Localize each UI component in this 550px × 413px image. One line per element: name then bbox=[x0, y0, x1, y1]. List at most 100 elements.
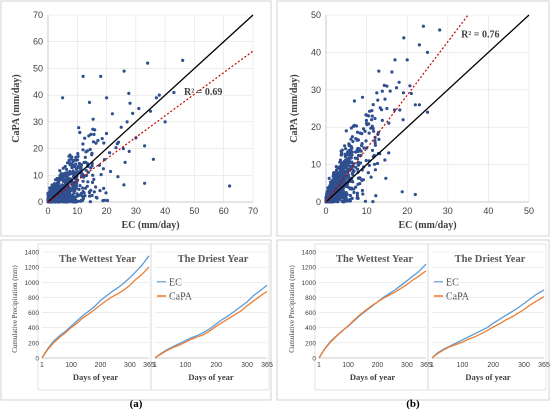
y-tick-label: 200 bbox=[305, 340, 316, 347]
x-tick-label: 0 bbox=[45, 206, 50, 216]
series-line-capa bbox=[318, 270, 427, 359]
data-point bbox=[123, 160, 127, 164]
y-axis-title: Cumulative Precipitation (mm) bbox=[288, 265, 296, 353]
data-point bbox=[350, 135, 354, 139]
data-point bbox=[74, 171, 78, 175]
y-tick-label: 10 bbox=[33, 170, 43, 180]
data-point bbox=[88, 194, 92, 198]
x-tick-label: 200 bbox=[210, 362, 222, 369]
panel-a-label: (a) bbox=[130, 398, 143, 410]
data-point bbox=[340, 148, 344, 152]
data-point bbox=[72, 186, 76, 190]
x-tick-label: 1 bbox=[40, 362, 44, 369]
data-point bbox=[66, 176, 70, 180]
x-tick-label: 300 bbox=[241, 362, 253, 369]
data-point bbox=[362, 146, 366, 150]
data-point bbox=[352, 190, 356, 195]
data-point bbox=[360, 188, 364, 193]
data-point bbox=[87, 190, 91, 194]
data-point bbox=[374, 194, 378, 198]
data-point bbox=[87, 134, 91, 138]
data-point bbox=[365, 113, 369, 117]
data-point bbox=[94, 185, 98, 189]
data-point bbox=[72, 198, 76, 203]
data-point bbox=[108, 151, 112, 155]
data-point bbox=[48, 193, 52, 197]
data-point bbox=[92, 132, 96, 136]
y-tick-label: 400 bbox=[305, 325, 316, 332]
data-point bbox=[100, 137, 104, 141]
x-tick-label: 100 bbox=[342, 362, 354, 369]
data-point bbox=[335, 179, 339, 183]
data-point bbox=[119, 125, 123, 129]
data-point bbox=[79, 198, 83, 202]
data-point bbox=[65, 167, 69, 171]
data-point bbox=[346, 168, 350, 172]
x-tick-label: 20 bbox=[102, 206, 112, 216]
data-point bbox=[402, 36, 406, 40]
data-point bbox=[53, 182, 57, 186]
panel-b-label: (b) bbox=[406, 398, 420, 410]
data-point bbox=[51, 199, 55, 203]
data-point bbox=[81, 74, 85, 78]
data-point bbox=[75, 199, 79, 204]
x-tick-label: 40 bbox=[160, 206, 170, 216]
x-tick-label: 300 bbox=[518, 362, 530, 369]
legend-label-ec: EC bbox=[446, 278, 459, 289]
data-point bbox=[96, 138, 100, 143]
y-tick-label: 60 bbox=[33, 37, 43, 47]
data-point bbox=[364, 121, 369, 126]
data-point bbox=[380, 89, 384, 93]
data-point bbox=[74, 195, 78, 199]
data-point bbox=[373, 141, 377, 145]
data-point bbox=[90, 193, 94, 198]
series-line-ec bbox=[41, 255, 150, 359]
data-point bbox=[332, 171, 336, 175]
x-tick-label: 365 bbox=[143, 362, 155, 369]
legend-label-capa: CaPA bbox=[169, 292, 193, 303]
data-point bbox=[376, 98, 380, 102]
data-point bbox=[348, 150, 352, 154]
y-tick-label: 20 bbox=[33, 144, 43, 154]
data-point bbox=[355, 191, 359, 195]
y-tick-label: 1200 bbox=[25, 265, 40, 272]
data-point bbox=[84, 168, 88, 172]
data-point bbox=[356, 153, 361, 158]
data-point bbox=[56, 194, 60, 198]
data-point bbox=[157, 93, 161, 97]
data-point bbox=[69, 157, 73, 161]
data-point bbox=[342, 193, 347, 197]
data-point bbox=[377, 137, 381, 141]
data-point bbox=[334, 182, 338, 186]
data-point bbox=[91, 117, 95, 121]
data-point bbox=[366, 171, 370, 175]
data-point bbox=[384, 176, 388, 180]
data-point bbox=[348, 197, 352, 202]
y-tick-label: 10 bbox=[311, 160, 321, 170]
data-point bbox=[94, 141, 98, 145]
data-point bbox=[79, 164, 83, 168]
data-point bbox=[122, 69, 126, 73]
data-point bbox=[343, 144, 347, 148]
data-point bbox=[356, 167, 360, 171]
data-point bbox=[93, 128, 97, 132]
y-tick-label: 70 bbox=[33, 10, 43, 20]
x-tick-label: 100 bbox=[457, 362, 469, 369]
x-axis-title: Days of year bbox=[188, 372, 234, 382]
data-point bbox=[75, 192, 79, 196]
series-line-capa bbox=[41, 266, 150, 359]
data-point bbox=[394, 86, 399, 90]
data-point bbox=[348, 143, 352, 147]
data-point bbox=[383, 158, 387, 162]
data-point bbox=[344, 184, 348, 189]
data-point bbox=[425, 50, 430, 55]
data-point bbox=[70, 166, 74, 170]
data-point bbox=[86, 180, 90, 184]
y-tick-label: 600 bbox=[305, 310, 316, 317]
data-point bbox=[356, 176, 360, 180]
series-line-capa bbox=[154, 290, 268, 359]
regression-line bbox=[47, 50, 254, 203]
data-point bbox=[90, 180, 95, 184]
x-tick-label: 60 bbox=[219, 206, 229, 216]
data-point bbox=[77, 187, 81, 191]
